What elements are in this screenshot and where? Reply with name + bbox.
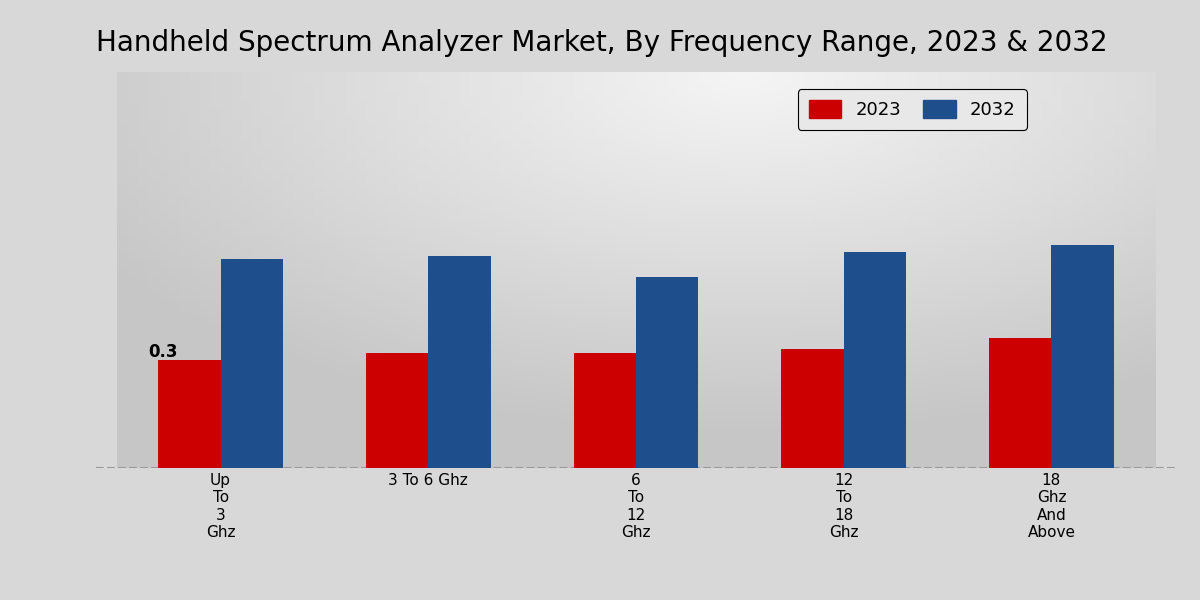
Bar [781, 349, 844, 468]
Bar [221, 259, 283, 468]
Text: Handheld Spectrum Analyzer Market, By Frequency Range, 2023 & 2032: Handheld Spectrum Analyzer Market, By Fr… [96, 29, 1108, 57]
Bar [574, 353, 636, 468]
Bar [636, 277, 698, 468]
Bar [1051, 245, 1114, 468]
Bar [844, 252, 906, 468]
Bar [428, 256, 491, 468]
Bar [989, 338, 1051, 468]
Bar [158, 360, 221, 468]
Text: 0.3: 0.3 [148, 343, 178, 361]
Legend: 2023, 2032: 2023, 2032 [798, 89, 1026, 130]
Bar [366, 353, 428, 468]
